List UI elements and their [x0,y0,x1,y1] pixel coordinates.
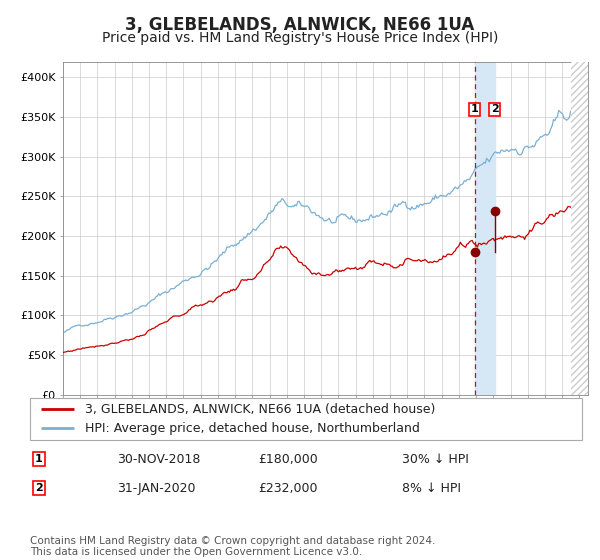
Bar [571,62,588,395]
Text: 2: 2 [35,483,43,493]
Text: Contains HM Land Registry data © Crown copyright and database right 2024.
This d: Contains HM Land Registry data © Crown c… [30,535,436,557]
Text: £180,000: £180,000 [258,452,318,466]
Text: 2: 2 [491,104,499,114]
Text: 1: 1 [35,454,43,464]
Text: HPI: Average price, detached house, Northumberland: HPI: Average price, detached house, Nort… [85,422,420,435]
Text: 31-JAN-2020: 31-JAN-2020 [117,482,196,495]
Text: 30-NOV-2018: 30-NOV-2018 [117,452,200,466]
Text: 30% ↓ HPI: 30% ↓ HPI [402,452,469,466]
Text: 3, GLEBELANDS, ALNWICK, NE66 1UA: 3, GLEBELANDS, ALNWICK, NE66 1UA [125,16,475,34]
Text: 1: 1 [471,104,479,114]
Text: £232,000: £232,000 [258,482,317,495]
Text: 3, GLEBELANDS, ALNWICK, NE66 1UA (detached house): 3, GLEBELANDS, ALNWICK, NE66 1UA (detach… [85,403,436,416]
Bar [475,62,495,395]
Text: Price paid vs. HM Land Registry's House Price Index (HPI): Price paid vs. HM Land Registry's House … [102,31,498,45]
Text: 8% ↓ HPI: 8% ↓ HPI [402,482,461,495]
